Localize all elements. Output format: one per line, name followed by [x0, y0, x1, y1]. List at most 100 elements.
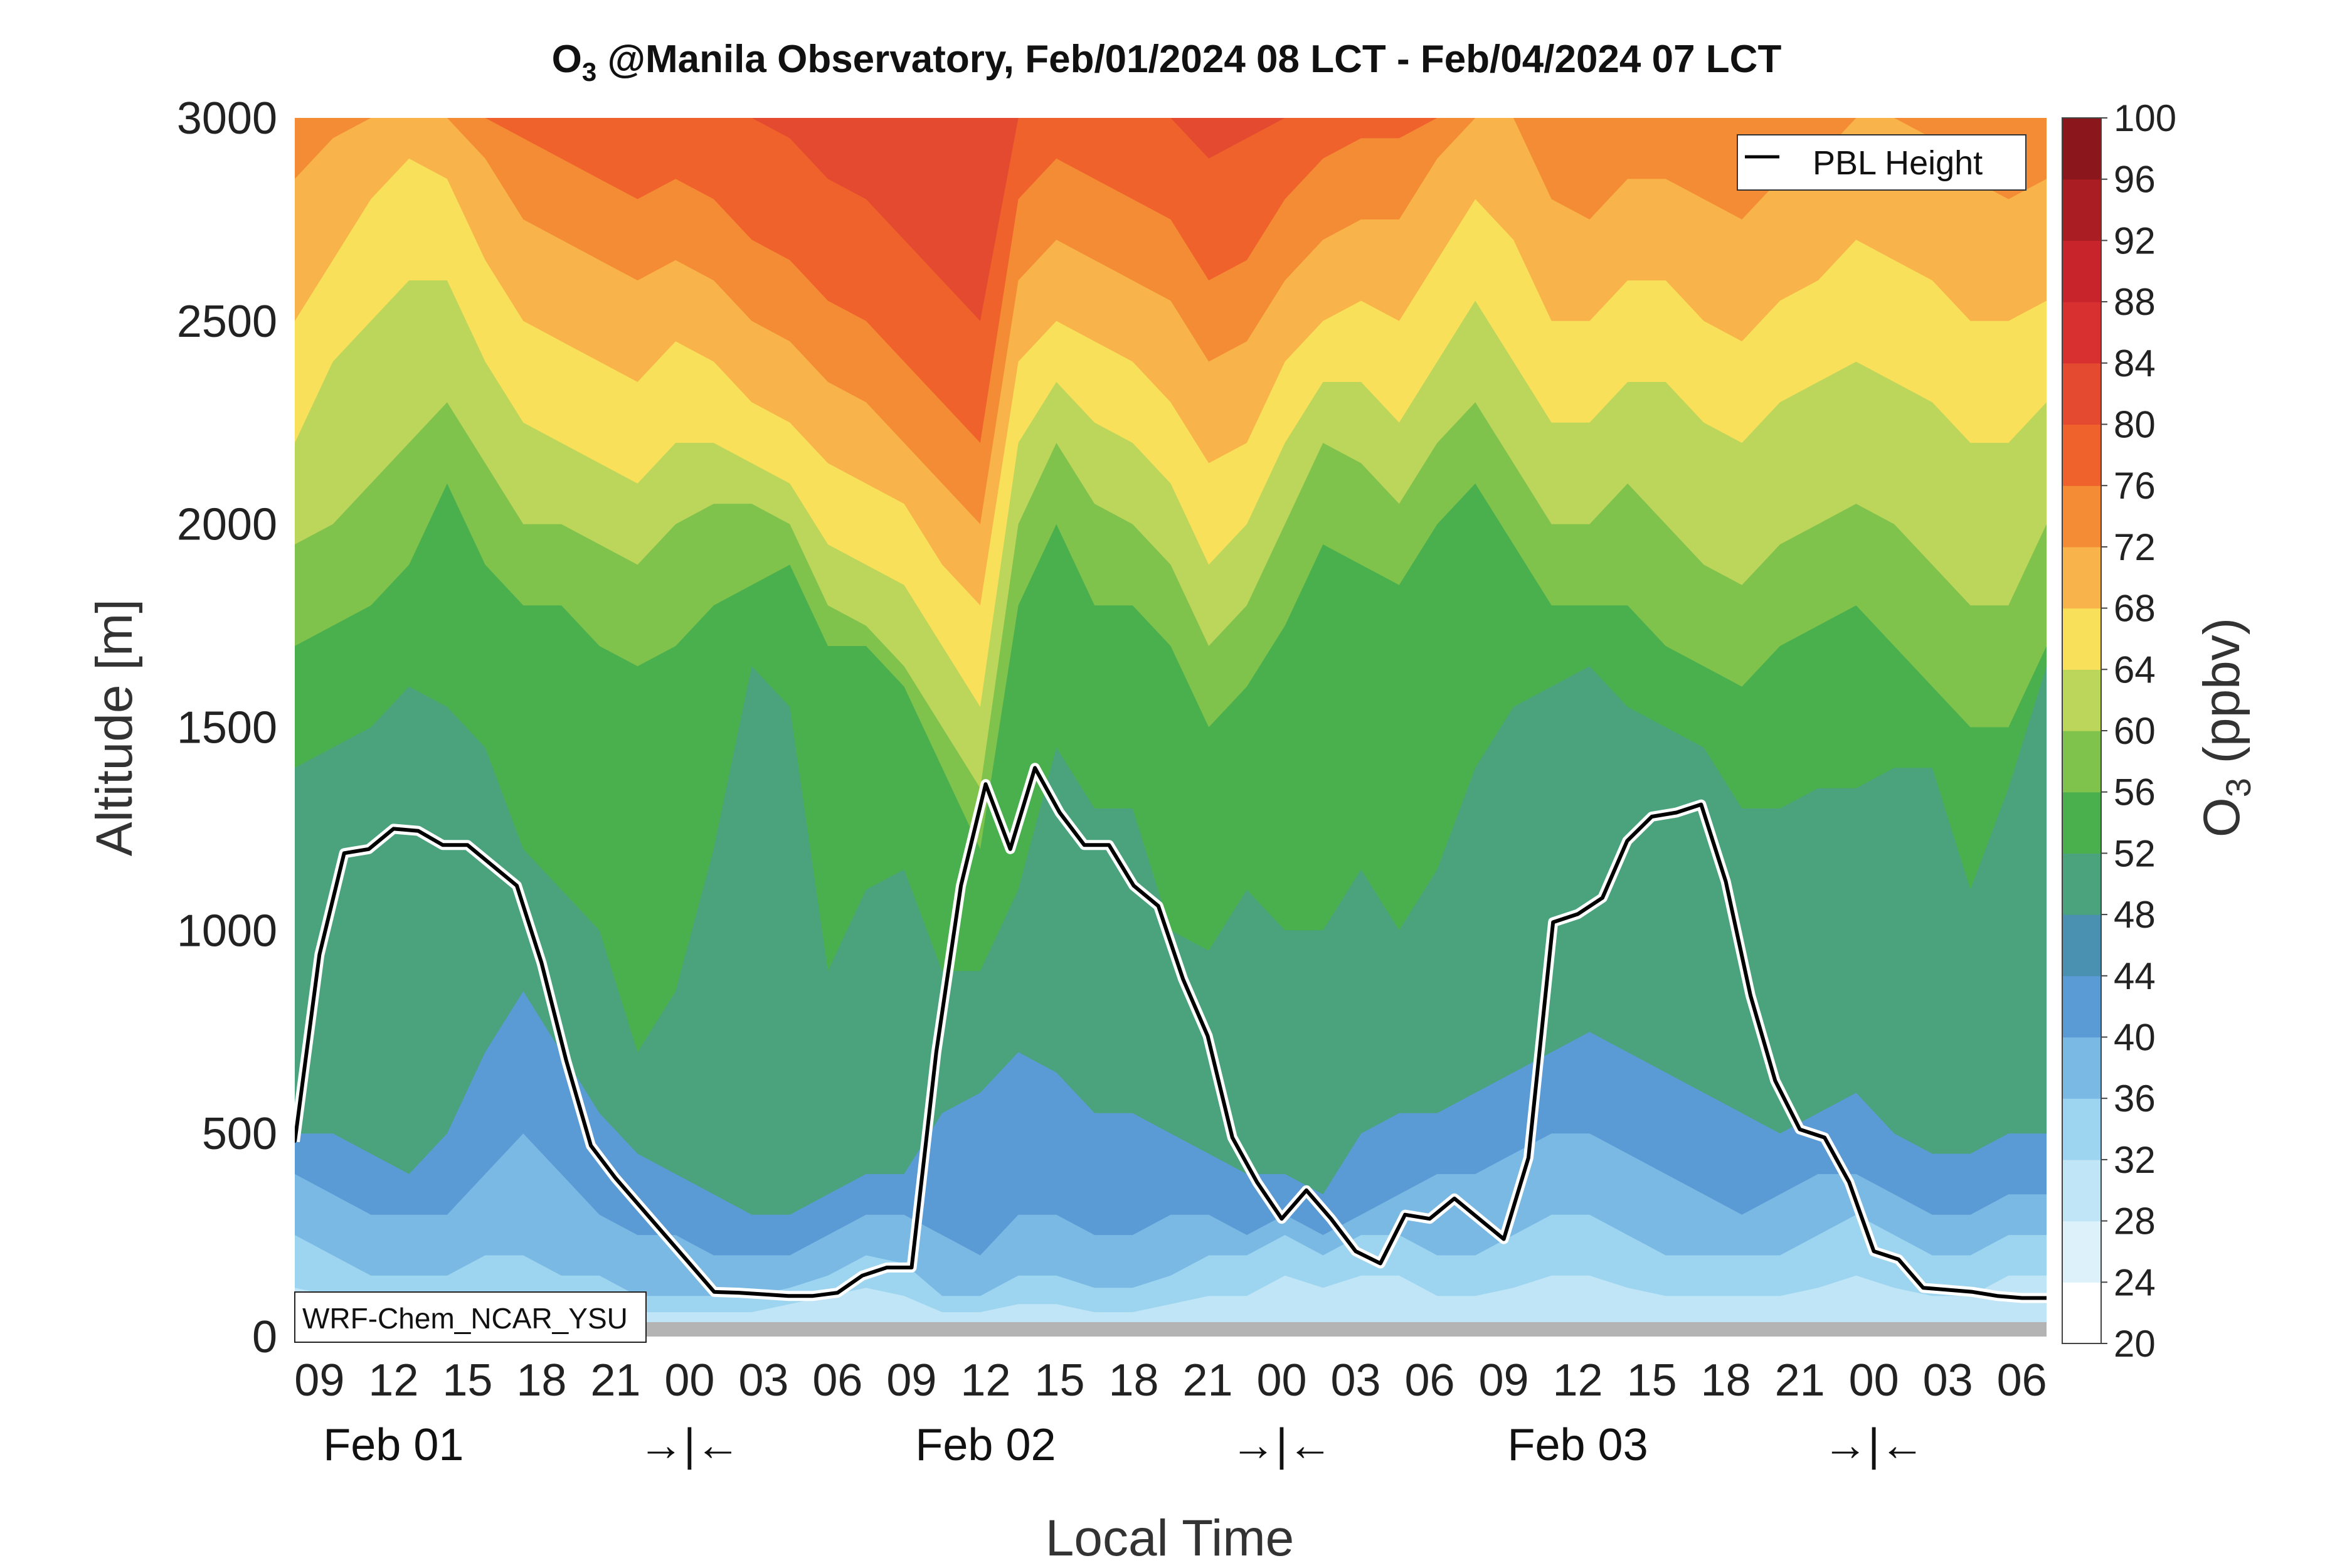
pbl-point	[1996, 1295, 1999, 1298]
y-axis-label: Altitude [m]	[86, 599, 143, 856]
x-tick-label: 12	[1553, 1355, 1603, 1406]
pbl-point	[1872, 1250, 1875, 1253]
colorbar-swatch	[2062, 179, 2101, 241]
colorbar-tick-label: 36	[2114, 1078, 2156, 1120]
x-tick-label: 21	[1182, 1355, 1232, 1406]
pbl-point	[836, 1291, 839, 1295]
pbl-point	[2020, 1296, 2023, 1300]
colorbar-swatch	[2062, 1159, 2101, 1222]
colorbar: 20 24 28 32 36 40 44 48 52 56 60 64 68 72 76 80 84 88 92 96…	[2062, 97, 2176, 1365]
pbl-series-line	[295, 766, 2047, 1300]
pbl-point	[1502, 1237, 1505, 1241]
x-tick-label: 18	[516, 1355, 566, 1406]
pbl-point	[1206, 1034, 1209, 1037]
pbl-point	[886, 1266, 889, 1269]
pbl-point	[368, 847, 370, 850]
x-tick-label: 06	[1405, 1355, 1455, 1406]
x-tick-label: 15	[1034, 1355, 1084, 1406]
colorbar-tick-label: 80	[2114, 404, 2156, 446]
date-label: Feb 02	[915, 1420, 1056, 1470]
colorbar-tick-label: 100	[2114, 97, 2176, 139]
pbl-point	[1157, 904, 1160, 908]
pbl-point	[392, 827, 395, 830]
pbl-point	[712, 1290, 716, 1293]
pbl-point	[1478, 1217, 1481, 1221]
pbl-point	[442, 844, 444, 847]
x-tick-label: 12	[368, 1355, 418, 1406]
colorbar-tick-label: 84	[2114, 342, 2156, 384]
pbl-point	[1058, 811, 1061, 814]
x-axis: 09 12 15 18 21 00 03 06 09 12 15 18 21 00 03 06 09 12 15 18…	[294, 1355, 2047, 1406]
colorbar-tick-label: 64	[2114, 649, 2156, 691]
colorbar-swatch	[2062, 1221, 2101, 1283]
pbl-point	[1626, 839, 1629, 842]
x-tick-label: 15	[442, 1355, 492, 1406]
pbl-point	[1034, 766, 1037, 770]
colorbar-tick-label: 88	[2114, 281, 2156, 323]
pbl-point	[984, 783, 987, 786]
date-labels: Feb 01 →|← Feb 02 →|← Feb 03 →|←	[323, 1420, 1925, 1470]
pbl-point	[614, 1177, 617, 1180]
pbl-point	[1527, 1157, 1530, 1159]
pbl-point	[638, 1205, 642, 1208]
pbl-point	[1922, 1286, 1925, 1290]
colorbar-swatch	[2062, 914, 2101, 977]
colorbar-swatch	[2062, 731, 2101, 793]
y-axis: 0 500 1000 1500 2000 2500 3000	[177, 93, 277, 1362]
pbl-point	[590, 1144, 593, 1147]
contour-band-68	[295, 118, 2047, 524]
colorbar-tick-label: 48	[2114, 894, 2156, 936]
y-tick-label: 500	[202, 1109, 277, 1159]
pbl-point	[1453, 1197, 1456, 1200]
plot-area	[295, 118, 2047, 1337]
contour-band-72	[295, 118, 2047, 443]
pbl-point	[516, 884, 518, 887]
colorbar-swatch	[2062, 118, 2101, 180]
pbl-point	[812, 1295, 815, 1298]
model-annotation: WRF-Chem_NCAR_YSU	[294, 1291, 647, 1343]
x-tick-label: 06	[812, 1355, 862, 1406]
pbl-point	[664, 1234, 667, 1237]
colorbar-swatch	[2062, 608, 2101, 670]
colorbar-swatch	[2062, 546, 2101, 609]
pbl-point	[490, 864, 494, 867]
pbl-point	[1330, 1217, 1333, 1221]
y-tick-label: 1500	[177, 703, 277, 753]
colorbar-swatch	[2062, 1037, 2101, 1099]
svg-text:WRF-Chem_NCAR_YSU: WRF-Chem_NCAR_YSU	[302, 1302, 628, 1335]
chart-title: O3 @Manila Observatory, Feb/01/2024 08 L…	[552, 38, 1782, 87]
colorbar-tick-label: 20	[2114, 1323, 2156, 1365]
pbl-point	[1724, 880, 1727, 883]
pbl-point	[1132, 884, 1135, 887]
legend-label: PBL Height	[1813, 144, 1983, 182]
colorbar-tick-label: 60	[2114, 710, 2156, 752]
x-tick-label: 09	[1479, 1355, 1529, 1406]
colorbar-label: O3 (ppbv)	[2193, 618, 2258, 837]
pbl-point	[540, 961, 543, 965]
colorbar-tick-label: 40	[2114, 1017, 2156, 1059]
pbl-point	[466, 844, 469, 847]
x-tick-label: 00	[1849, 1355, 1899, 1406]
pbl-point	[416, 829, 420, 832]
pbl-point	[1305, 1189, 1308, 1192]
pbl-point	[1601, 896, 1604, 899]
pbl-point	[1083, 844, 1086, 847]
pbl-point	[935, 1051, 938, 1054]
pbl-line	[295, 763, 2047, 1303]
colorbar-swatch	[2062, 1098, 2101, 1160]
colorbar-swatch	[2062, 363, 2101, 425]
colorbar-swatch	[2062, 485, 2101, 548]
pbl-point	[1823, 1136, 1826, 1139]
pbl-point	[342, 852, 346, 855]
date-label: Feb 03	[1507, 1420, 1648, 1470]
pbl-point	[1280, 1217, 1283, 1221]
colorbar-swatch	[2062, 792, 2101, 854]
y-tick-label: 2000	[177, 500, 277, 550]
date-label: Feb 01	[323, 1420, 464, 1470]
x-tick-label: 12	[960, 1355, 1010, 1406]
x-tick-label: 21	[590, 1355, 640, 1406]
pbl-point	[1675, 811, 1678, 814]
pbl-point	[861, 1274, 864, 1277]
y-tick-label: 0	[252, 1312, 277, 1362]
pbl-point	[762, 1293, 765, 1296]
